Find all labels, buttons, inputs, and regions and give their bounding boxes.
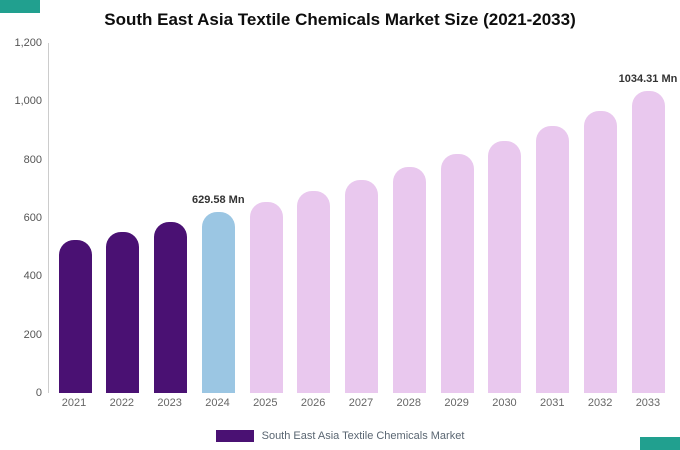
x-tick-label: 2025 [253, 397, 278, 409]
bar-2033[interactable] [631, 91, 665, 393]
x-tick-label: 2024 [205, 397, 230, 409]
y-tick-label: 1,200 [14, 37, 42, 49]
x-axis: 2021 2022 2023 2024 2025 2026 2027 2028 2029 2030… [48, 397, 674, 415]
bar-column [531, 43, 575, 393]
bar-column [244, 43, 288, 393]
corner-accent-bottom-right [640, 437, 680, 450]
bar-2027[interactable] [345, 180, 378, 393]
bar-column [101, 43, 145, 393]
bar-2022[interactable] [106, 232, 140, 393]
chart-title: South East Asia Textile Chemicals Market… [104, 10, 576, 29]
bar-column [53, 43, 97, 393]
x-tick-label: 2027 [348, 397, 374, 409]
data-label-2024: 629.58 Mn [191, 194, 245, 207]
bar-2028[interactable] [392, 166, 426, 393]
bar-column [292, 43, 336, 393]
bar-column [435, 43, 479, 393]
bar-2023[interactable] [154, 222, 187, 393]
bar-column [387, 43, 431, 393]
x-tick-label: 2023 [157, 397, 182, 409]
x-tick-label: 2028 [396, 397, 422, 409]
bar-2025[interactable] [249, 201, 283, 393]
bar-2021[interactable] [58, 239, 92, 393]
y-tick-label: 1,000 [14, 95, 42, 108]
bar-2030[interactable] [488, 140, 522, 393]
bar-2032[interactable] [583, 110, 617, 393]
data-label-2033: 1034.31 Mn [618, 73, 678, 86]
y-tick-label: 400 [23, 270, 42, 283]
x-tick-label: 2026 [300, 397, 326, 409]
bar-column [483, 43, 527, 393]
x-tick-label: 2031 [540, 397, 565, 409]
bar-2029[interactable] [440, 154, 474, 393]
x-tick-label: 2033 [635, 397, 661, 409]
y-tick-label: 0 [35, 387, 42, 399]
y-tick-label: 800 [23, 153, 42, 166]
x-tick-label: 2022 [109, 397, 135, 409]
y-tick-label: 600 [23, 212, 42, 224]
bar-column [578, 43, 622, 393]
legend: South East Asia Textile Chemicals Market [0, 430, 680, 442]
legend-swatch [215, 430, 254, 442]
x-tick-label: 2021 [61, 397, 87, 409]
legend-label: South East Asia Textile Chemicals Market [261, 430, 465, 442]
corner-accent-top-left [0, 0, 40, 13]
bar-column [149, 43, 193, 393]
x-tick-label: 2029 [444, 397, 469, 409]
bar-column: 629.58 Mn [192, 43, 245, 393]
x-tick-label: 2032 [587, 397, 613, 409]
y-axis: 0 200 400 600 800 1,000 1,200 [8, 37, 46, 399]
bar-2031[interactable] [536, 126, 569, 393]
bar-column: 1034.31 Mn [619, 43, 677, 393]
x-tick-label: 2030 [492, 397, 517, 409]
bar-column [340, 43, 384, 393]
bar-chart: 0 200 400 600 800 1,000 1,200 629.58 Mn 1034.31… [8, 37, 677, 415]
plot-area: 629.58 Mn 1034.31 Mn [48, 43, 677, 393]
y-tick-label: 200 [23, 328, 42, 341]
bar-2024[interactable] [201, 212, 235, 393]
bar-2026[interactable] [297, 191, 331, 393]
